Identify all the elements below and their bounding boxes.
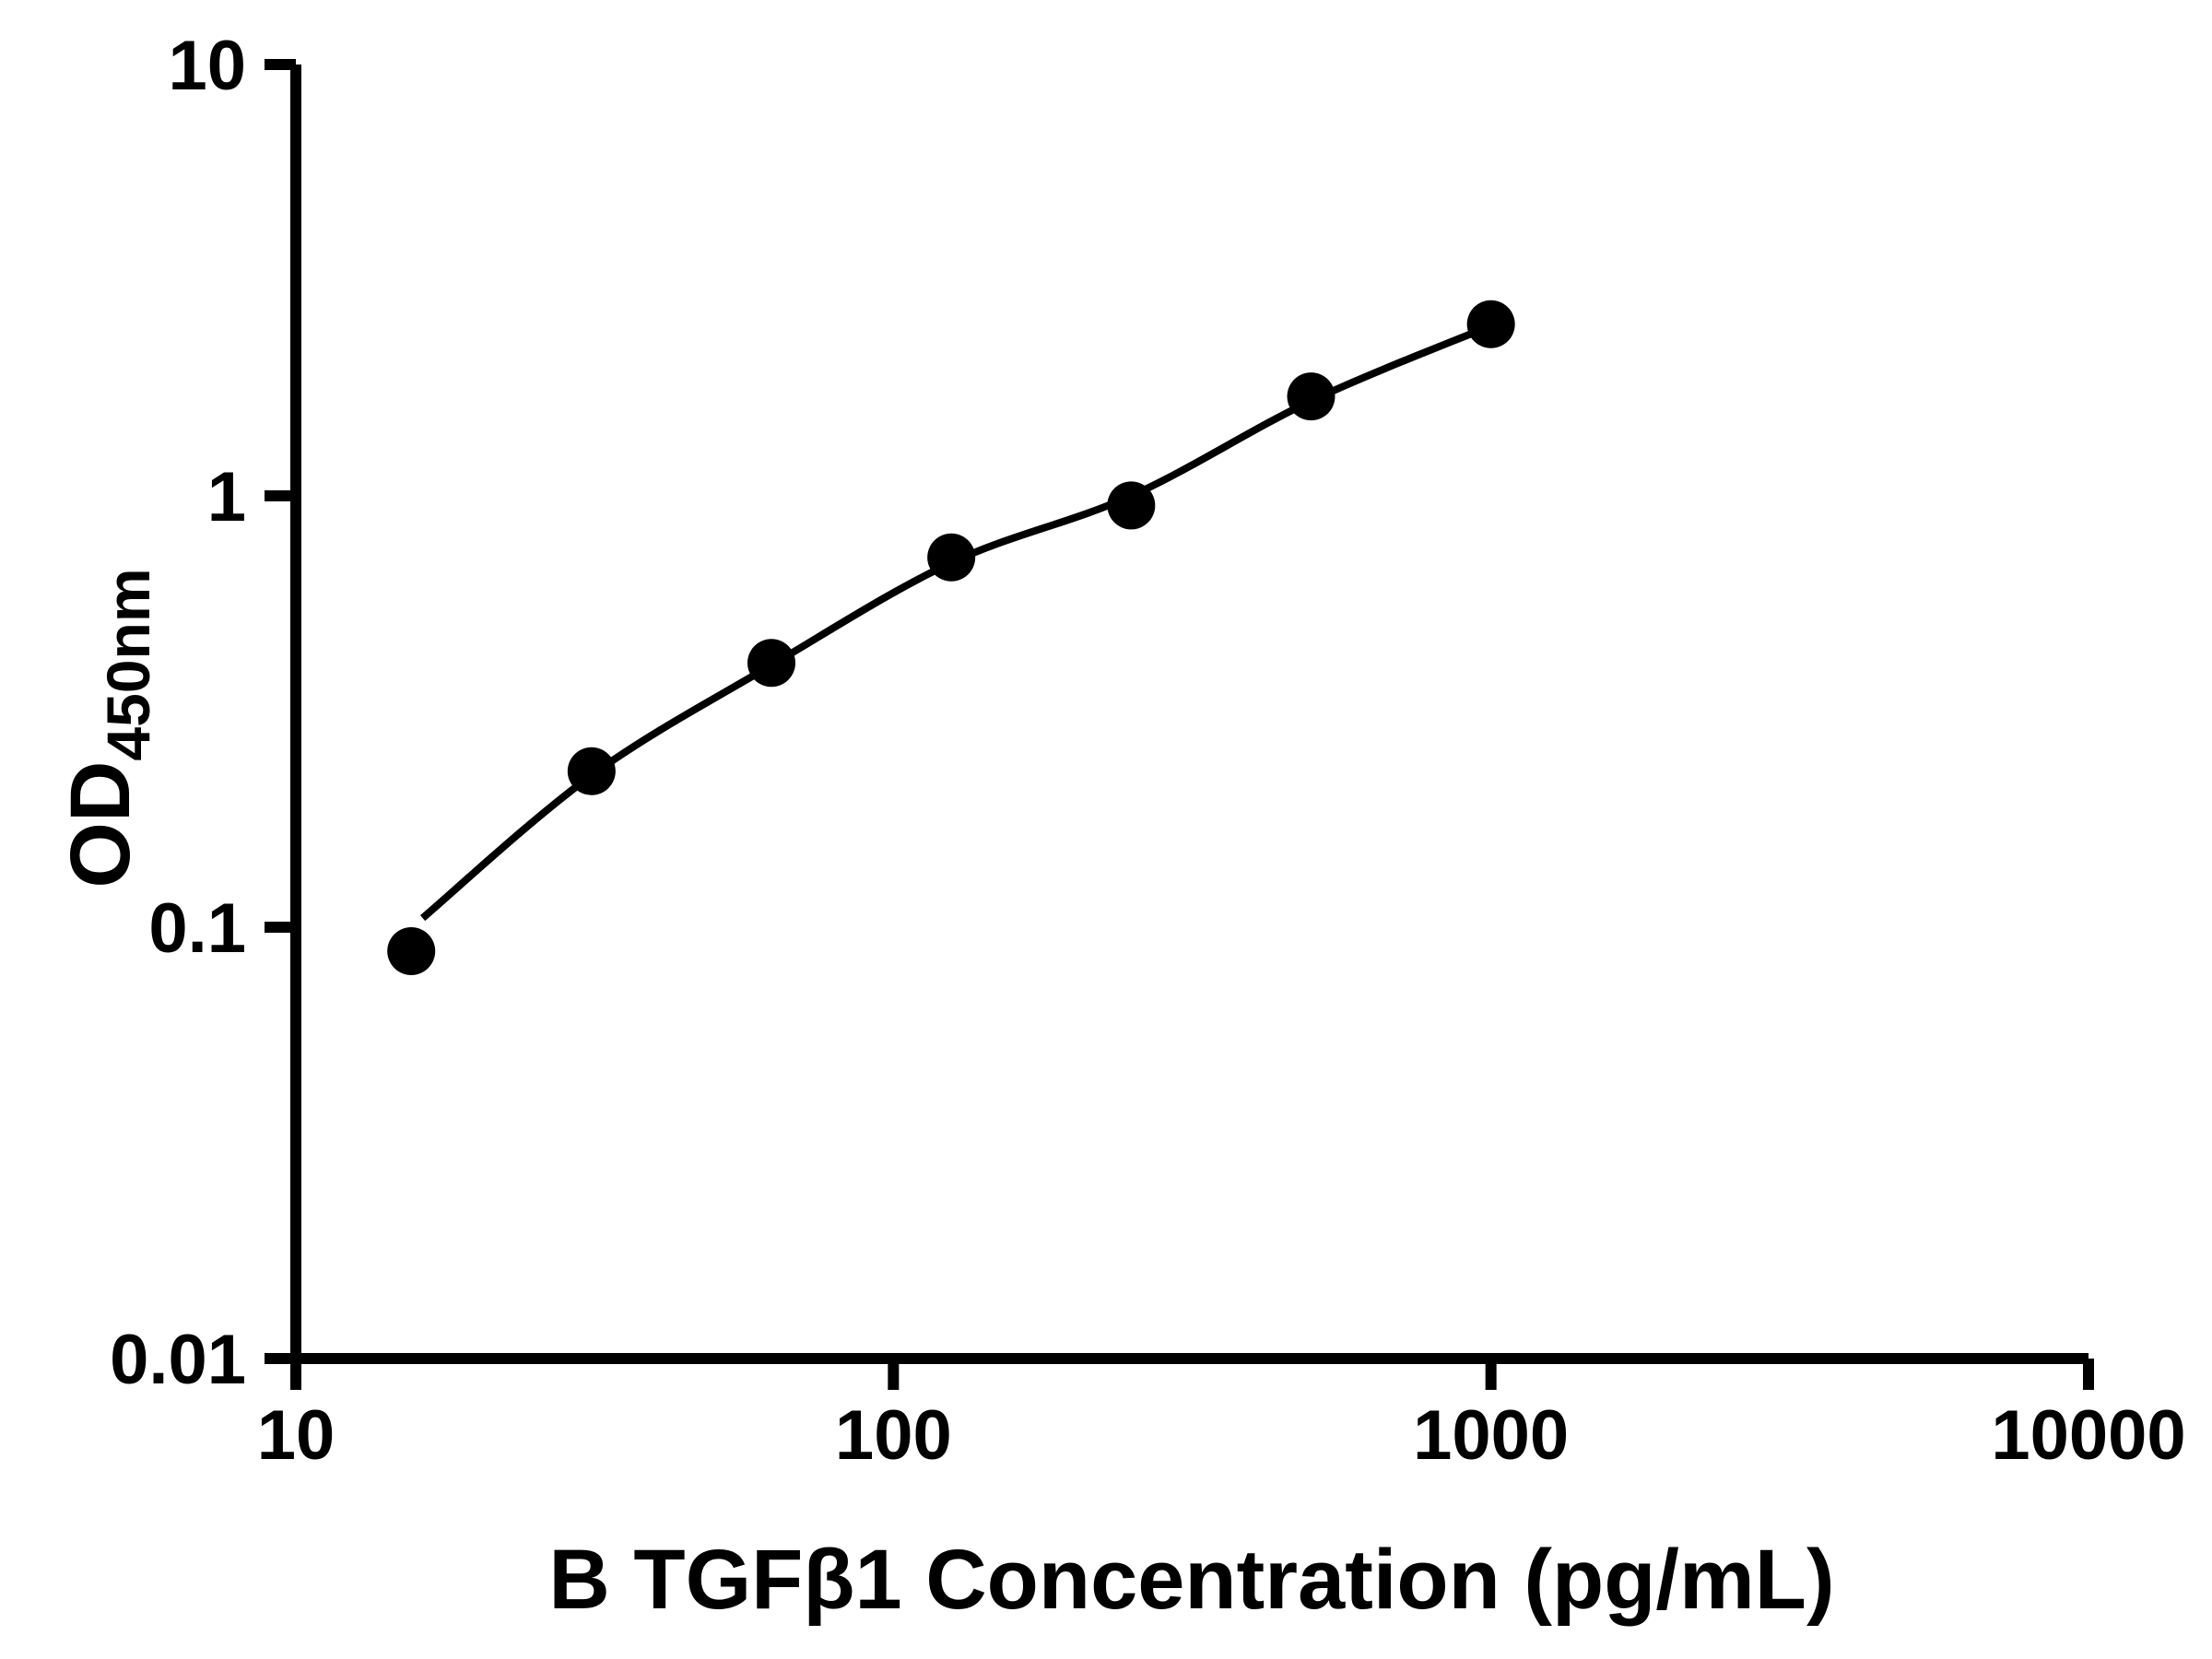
plot-area: 10 100 1000 10000 0.01 0.1 1 10 bbox=[110, 27, 2186, 1475]
data-point bbox=[1107, 481, 1156, 530]
y-axis-label: OD450nm bbox=[53, 568, 162, 888]
y-tick-label: 10 bbox=[168, 27, 246, 105]
data-point bbox=[567, 747, 616, 795]
x-tick-label: 1000 bbox=[1413, 1396, 1569, 1475]
y-axis-label-subscript: 450nm bbox=[94, 568, 162, 760]
y-tick-label: 0.1 bbox=[148, 889, 246, 968]
data-point bbox=[1287, 372, 1335, 421]
fit-curve-line bbox=[419, 322, 1493, 922]
data-point bbox=[747, 639, 795, 688]
data-point bbox=[387, 926, 436, 975]
x-tick-label: 100 bbox=[835, 1396, 952, 1475]
data-point bbox=[1466, 300, 1515, 348]
x-axis-label: B TGFβ1 Concentration (pg/mL) bbox=[548, 1533, 1834, 1627]
y-tick-label: 0.01 bbox=[110, 1321, 246, 1399]
data-point bbox=[927, 533, 976, 582]
y-axis-label-main: OD bbox=[53, 761, 147, 888]
x-tick-label: 10 bbox=[257, 1396, 335, 1475]
y-tick-label: 1 bbox=[207, 458, 246, 536]
x-tick-label: 10000 bbox=[1991, 1396, 2185, 1475]
